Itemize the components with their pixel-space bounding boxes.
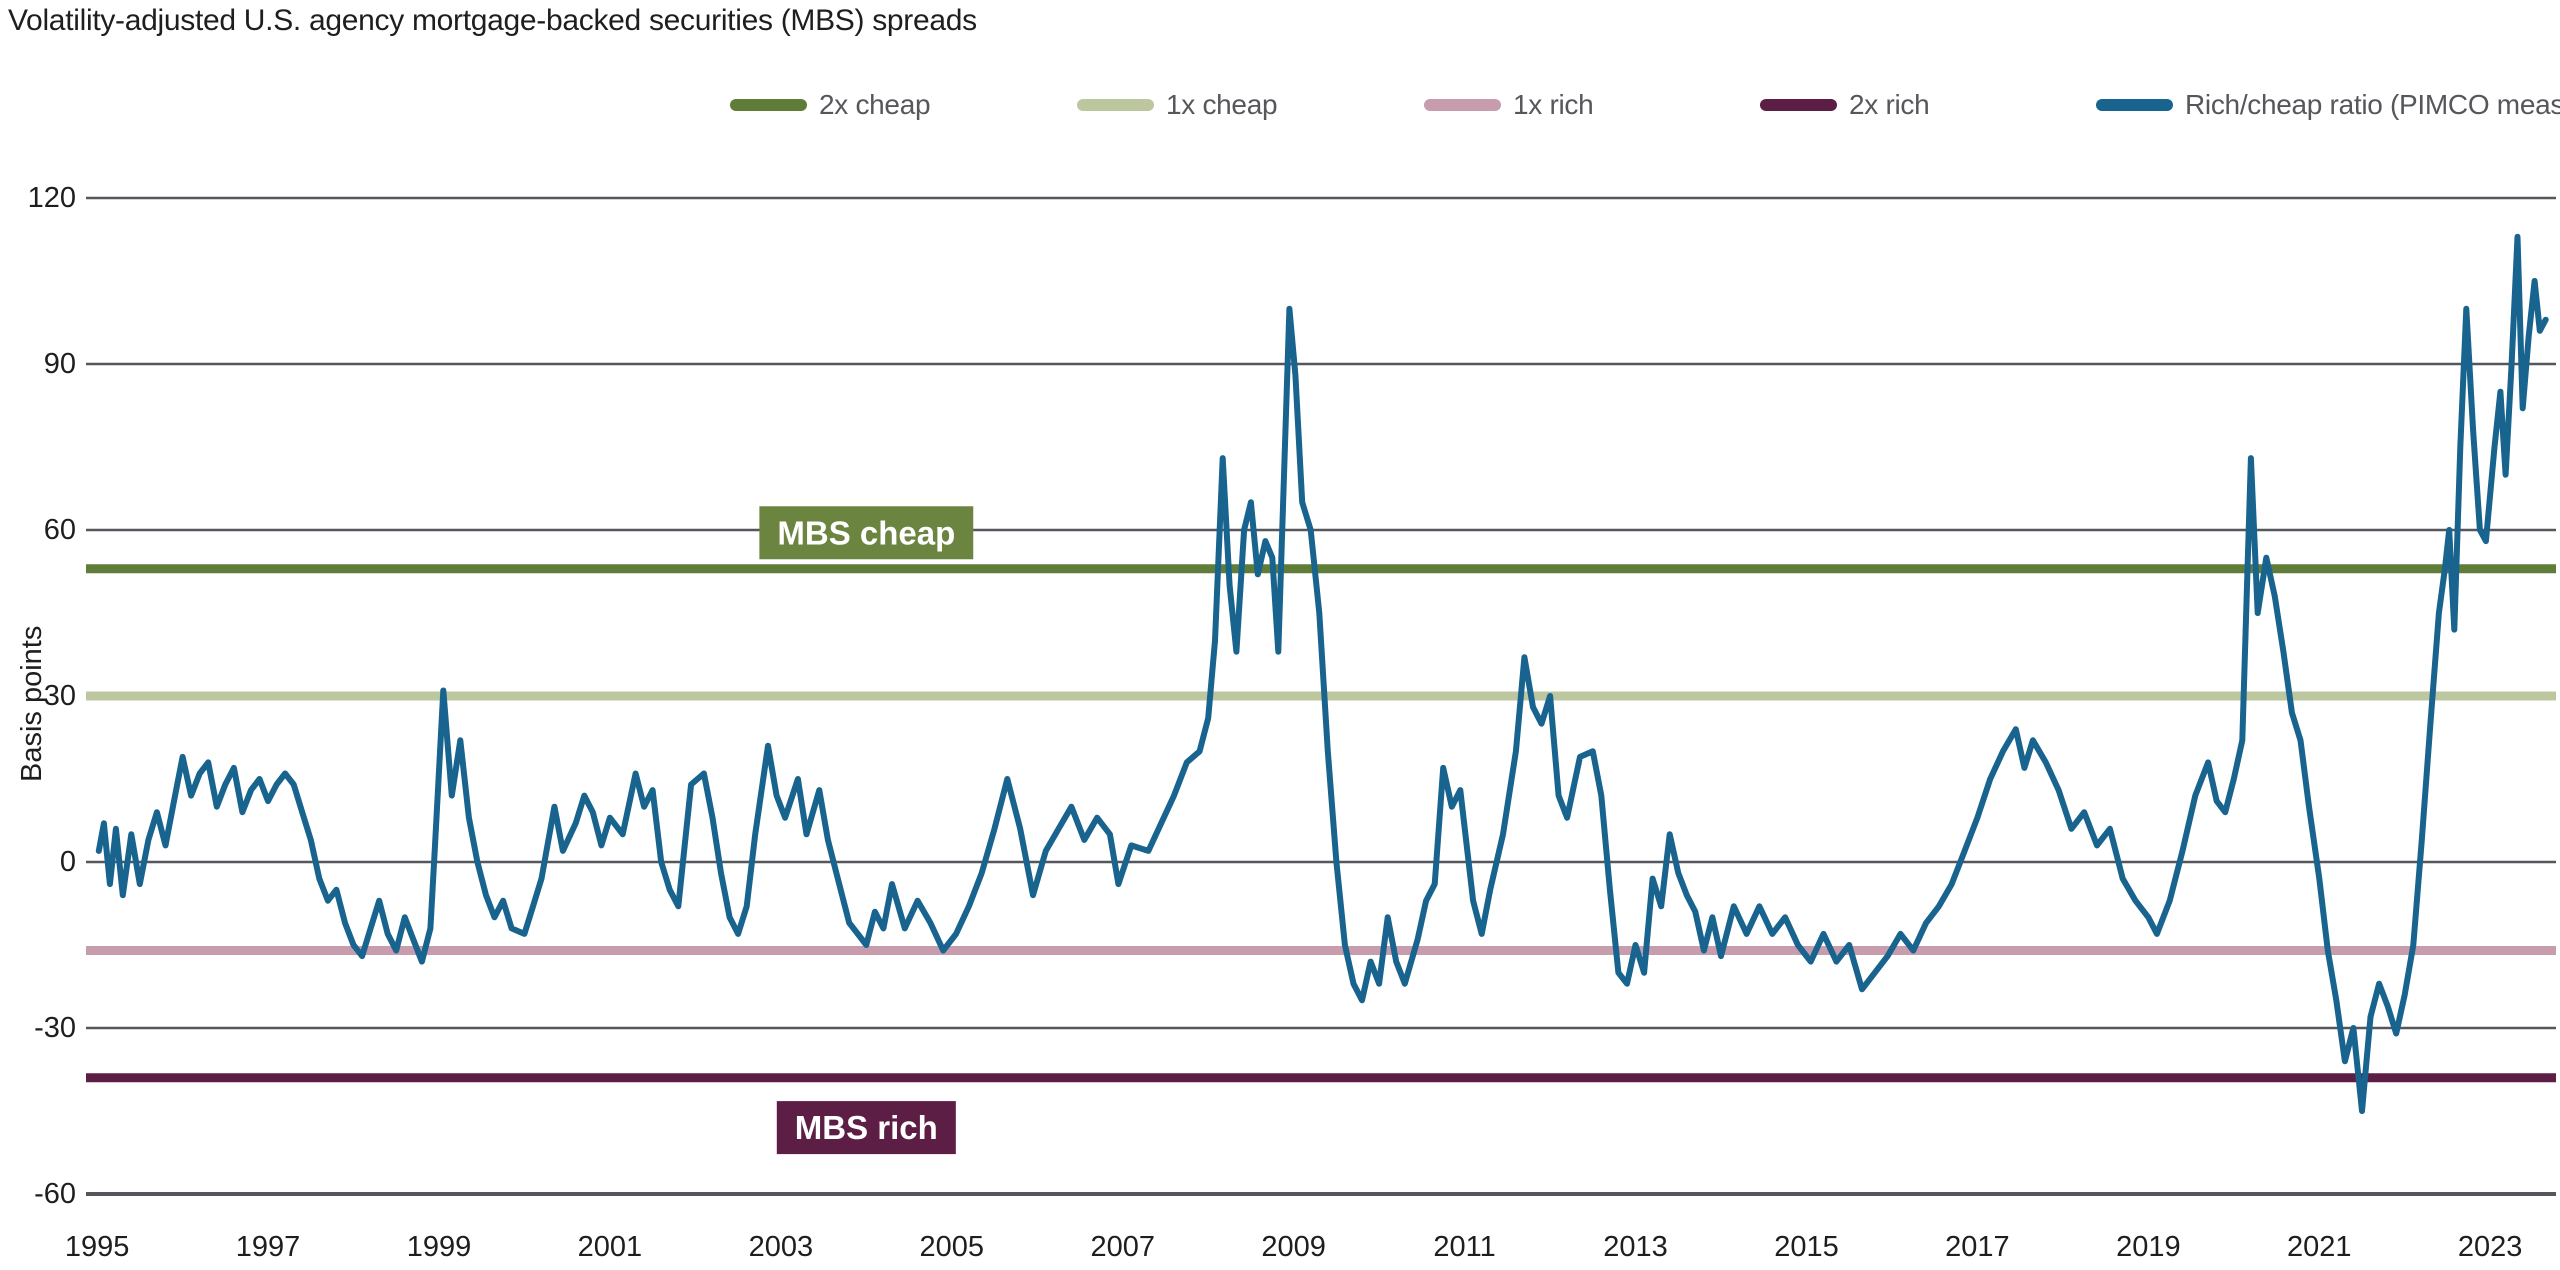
x-tick-label-2001: 2001: [578, 1231, 643, 1263]
legend-swatch-icon: [730, 99, 807, 111]
annotation-label: MBS rich: [795, 1109, 938, 1146]
legend-swatch-icon: [1760, 99, 1837, 111]
legend-item-2x-rich: 2x rich: [1760, 88, 1930, 122]
x-tick-label-1997: 1997: [236, 1231, 301, 1263]
x-tick-label-2007: 2007: [1090, 1231, 1155, 1263]
legend-label: 1x rich: [1513, 89, 1594, 120]
legend-swatch-icon: [1077, 99, 1154, 111]
legend-label: Rich/cheap ratio (PIMCO measure): [2185, 89, 2560, 120]
legend-item-2x-cheap: 2x cheap: [730, 88, 931, 122]
series-line-rich-cheap-ratio: [95, 233, 2549, 1114]
x-tick-label-2013: 2013: [1603, 1231, 1668, 1263]
annotation-box-mbs-rich: [776, 1101, 956, 1155]
y-tick-label-30: 30: [44, 680, 76, 712]
legend-label: 1x cheap: [1166, 89, 1278, 120]
x-tick-label-2021: 2021: [2287, 1231, 2352, 1263]
y-tick-label--30: -30: [34, 1012, 76, 1044]
y-tick-label-60: 60: [44, 514, 76, 546]
legend-swatch-icon: [1424, 99, 1501, 111]
x-tick-label-2019: 2019: [2116, 1231, 2181, 1263]
x-tick-label-2009: 2009: [1261, 1231, 1326, 1263]
x-tick-label-2011: 2011: [1433, 1231, 1495, 1263]
legend-item-1x-cheap: 1x cheap: [1077, 88, 1278, 122]
x-tick-label-2005: 2005: [920, 1231, 985, 1263]
y-tick-label--60: -60: [34, 1178, 76, 1210]
legend-item-1x-rich: 1x rich: [1424, 88, 1594, 122]
x-tick-label-2003: 2003: [749, 1231, 814, 1263]
x-tick-label-2023: 2023: [2458, 1231, 2523, 1263]
annotation-box-mbs-cheap: [759, 506, 974, 560]
legend-label: 2x cheap: [819, 89, 931, 120]
x-tick-label-1999: 1999: [407, 1231, 472, 1263]
legend-label: 2x rich: [1849, 89, 1930, 120]
y-tick-label-90: 90: [44, 348, 76, 380]
chart-title: Volatility-adjusted U.S. agency mortgage…: [8, 4, 977, 37]
annotation-label: MBS cheap: [777, 514, 955, 551]
x-tick-label-2015: 2015: [1774, 1231, 1839, 1263]
x-tick-label-2017: 2017: [1945, 1231, 2010, 1263]
y-tick-label-120: 120: [28, 182, 76, 214]
x-tick-label-1995: 1995: [65, 1231, 130, 1263]
y-tick-label-0: 0: [60, 846, 76, 878]
legend-item-rich-cheap-ratio-pimco-measure-: Rich/cheap ratio (PIMCO measure): [2096, 88, 2560, 122]
legend-swatch-icon: [2096, 99, 2173, 111]
